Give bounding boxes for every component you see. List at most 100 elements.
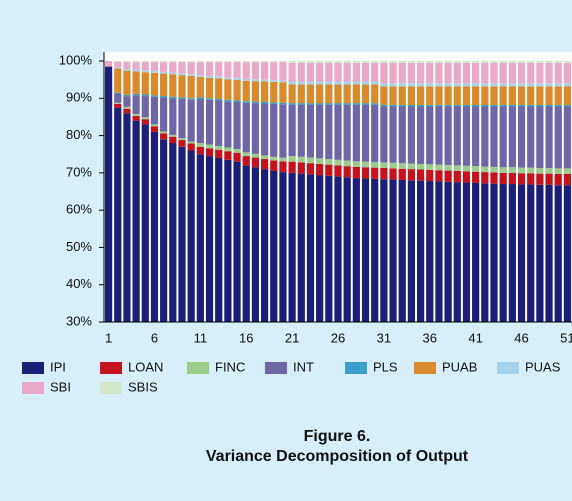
bar-segment — [407, 104, 416, 107]
bar-segment — [444, 170, 452, 182]
bar-segment — [114, 67, 122, 69]
bar-segment — [224, 61, 232, 63]
bar-segment — [398, 62, 406, 84]
bar-segment — [178, 61, 186, 63]
bar-segment — [169, 72, 177, 75]
bar-segment — [233, 62, 241, 79]
bar-segment — [169, 143, 177, 322]
bar-segment — [426, 104, 434, 107]
bar-segment — [141, 72, 149, 95]
bar-segment — [361, 167, 370, 179]
bar-segment — [490, 183, 498, 322]
bar-segment — [472, 86, 480, 105]
bar-segment — [563, 83, 572, 87]
bar-segment — [316, 158, 324, 164]
bar-segment — [242, 165, 250, 322]
bar-segment — [215, 149, 223, 158]
bar-segment — [334, 103, 342, 105]
bar-segment — [517, 104, 526, 107]
bar-segment — [132, 95, 140, 114]
bar-segment — [178, 146, 186, 322]
bar-segment — [426, 83, 434, 87]
bar-segment — [380, 104, 388, 107]
bar-segment — [563, 104, 572, 107]
bar-segment — [123, 61, 131, 63]
bar-segment — [508, 106, 516, 168]
bar-segment — [517, 83, 526, 87]
bar-segment — [545, 62, 553, 84]
bar-segment — [178, 73, 186, 76]
bar-segment — [545, 104, 553, 107]
bar-segment — [371, 62, 379, 82]
bar-segment — [426, 61, 434, 63]
bar-segment — [316, 61, 324, 63]
bar-segment — [334, 104, 342, 160]
bar-segment — [260, 169, 269, 322]
bar-segment — [453, 170, 461, 183]
bar-segment — [563, 61, 572, 63]
bar-segment — [563, 173, 572, 186]
bar-segment — [563, 168, 572, 174]
bar-segment — [490, 83, 498, 87]
bar-segment — [160, 139, 168, 322]
bar-segment — [398, 106, 406, 164]
bar-segment — [316, 104, 324, 159]
bar-segment — [398, 104, 406, 107]
bar-segment — [251, 153, 260, 158]
bar-segment — [380, 106, 388, 163]
bar-segment — [169, 134, 177, 137]
bar-segment — [297, 62, 305, 82]
bar-segment — [472, 182, 480, 322]
bar-segment — [472, 61, 480, 63]
bar-segment — [288, 81, 296, 85]
bar-segment — [279, 80, 287, 83]
bar-segment — [554, 168, 562, 174]
bar-segment — [114, 61, 122, 62]
bar-segment — [554, 185, 562, 322]
bar-segment — [306, 62, 315, 82]
bar-segment — [251, 81, 260, 102]
bar-segment — [334, 165, 342, 177]
bar-segment — [160, 61, 168, 63]
bar-segment — [215, 62, 223, 77]
bar-segment — [260, 102, 269, 104]
bar-segment — [435, 86, 443, 105]
bar-segment — [361, 161, 370, 168]
bar-segment — [380, 62, 388, 84]
bar-segment — [352, 166, 360, 179]
bar-segment — [361, 84, 370, 104]
x-tick-label: 11 — [194, 330, 208, 345]
bar-segment — [508, 104, 516, 107]
bar-segment — [141, 124, 149, 322]
bar-segment — [123, 62, 131, 69]
bar-segment — [334, 81, 342, 85]
legend-label: PUAS — [525, 359, 561, 374]
bar-segment — [398, 179, 406, 322]
bar-segment — [160, 97, 168, 132]
bar-segment — [398, 163, 406, 169]
bar-segment — [536, 61, 544, 63]
bar-segment — [187, 141, 195, 144]
bar-segment — [123, 108, 131, 114]
bar-segment — [224, 151, 232, 160]
bar-segment — [490, 166, 498, 173]
bar-segment — [178, 62, 186, 74]
bar-segment — [361, 103, 370, 105]
bar-segment — [407, 86, 416, 105]
bar-segment — [251, 157, 260, 168]
bar-segment — [297, 81, 305, 85]
bar-segment — [297, 156, 305, 163]
bar-segment — [260, 61, 269, 63]
x-tick-label: 31 — [377, 330, 391, 345]
bar-segment — [114, 92, 122, 94]
bar-segment — [499, 106, 507, 168]
x-tick-label: 26 — [331, 330, 345, 345]
bar-segment — [160, 133, 168, 140]
bar-segment — [462, 182, 471, 322]
bar-segment — [352, 81, 360, 85]
bar-segment — [517, 184, 526, 322]
x-tick-label: 46 — [514, 330, 528, 345]
bar-segment — [389, 179, 397, 322]
bar-segment — [527, 167, 535, 174]
bar-segment — [270, 160, 278, 171]
